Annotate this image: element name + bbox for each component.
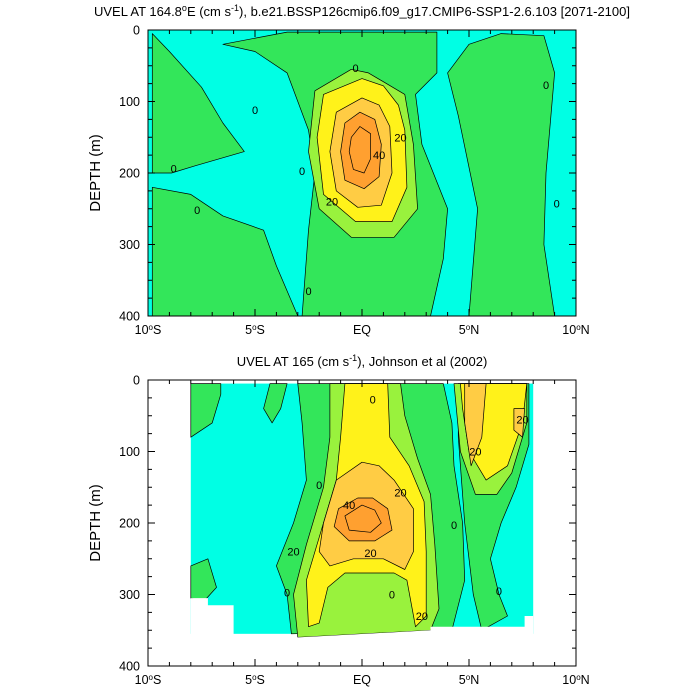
y-tick-label: 300 [119, 238, 140, 252]
x-tick-label: 5oN [459, 673, 479, 688]
contour-region [344, 504, 382, 533]
contour-label: 20 [364, 548, 376, 560]
contour-label: 0 [543, 80, 549, 92]
x-tick-label: EQ [353, 673, 371, 687]
contour-label: 20 [394, 487, 406, 499]
contour-label: 0 [299, 166, 305, 178]
x-tick-label: EQ [353, 323, 371, 337]
contour-label: 0 [451, 520, 457, 532]
panel-title: UVEL AT 165 (cm s-1), Johnson et al (200… [237, 353, 488, 369]
contour-label: 0 [389, 590, 395, 602]
contour-label: 40 [373, 150, 385, 162]
contour-label: 20 [326, 197, 338, 209]
y-tick-label: 200 [119, 167, 140, 181]
y-tick-label: 0 [133, 24, 140, 38]
y-tick-label: 400 [119, 310, 140, 324]
panel-observations: UVEL AT 165 (cm s-1), Johnson et al (200… [87, 353, 590, 687]
y-tick-label: 300 [119, 588, 140, 602]
contour-label: 40 [343, 500, 355, 512]
contour-label: 20 [516, 414, 528, 426]
x-tick-label: 5oS [245, 673, 265, 688]
contour-region [190, 558, 217, 602]
x-tick-label: 10oS [135, 323, 162, 338]
contour-label: 0 [252, 105, 258, 117]
y-axis-label: DEPTH (m) [87, 134, 104, 212]
contour-label: 20 [416, 611, 428, 623]
contour-label: 0 [353, 63, 359, 75]
contour-label: 0 [554, 199, 560, 211]
x-tick-label: 5oN [459, 323, 479, 338]
contour-label: 20 [287, 547, 299, 559]
y-tick-label: 100 [119, 95, 140, 109]
contour-region [348, 126, 371, 174]
missing-data-mask [190, 598, 534, 666]
contour-region [263, 383, 288, 424]
contour-label: 0 [305, 286, 311, 298]
contour-region [464, 383, 487, 467]
y-tick-label: 400 [119, 660, 140, 674]
contour-label: 0 [171, 164, 177, 176]
x-tick-label: 10oN [562, 673, 589, 688]
y-tick-label: 100 [119, 445, 140, 459]
contour-label: 20 [394, 132, 406, 144]
y-tick-label: 0 [133, 374, 140, 388]
panel-model: UVEL AT 164.8oE (cm s-1), b.e21.BSSP126c… [87, 3, 630, 337]
contour-label: 0 [194, 205, 200, 217]
panel-title: UVEL AT 164.8oE (cm s-1), b.e21.BSSP126c… [94, 3, 630, 19]
contour-label: 20 [469, 447, 481, 459]
y-tick-label: 200 [119, 517, 140, 531]
contour-region [151, 33, 245, 174]
x-tick-label: 10oN [562, 323, 589, 338]
contour-region [190, 383, 222, 438]
contour-label: 0 [496, 586, 502, 598]
x-tick-label: 5oS [245, 323, 265, 338]
contour-label: 0 [284, 587, 290, 599]
contour-label: 0 [316, 480, 322, 492]
contour-label: 0 [370, 394, 376, 406]
contour-region [447, 33, 555, 317]
contour-region [513, 408, 525, 438]
x-tick-label: 10oS [135, 673, 162, 688]
y-axis-label: DEPTH (m) [87, 484, 104, 562]
